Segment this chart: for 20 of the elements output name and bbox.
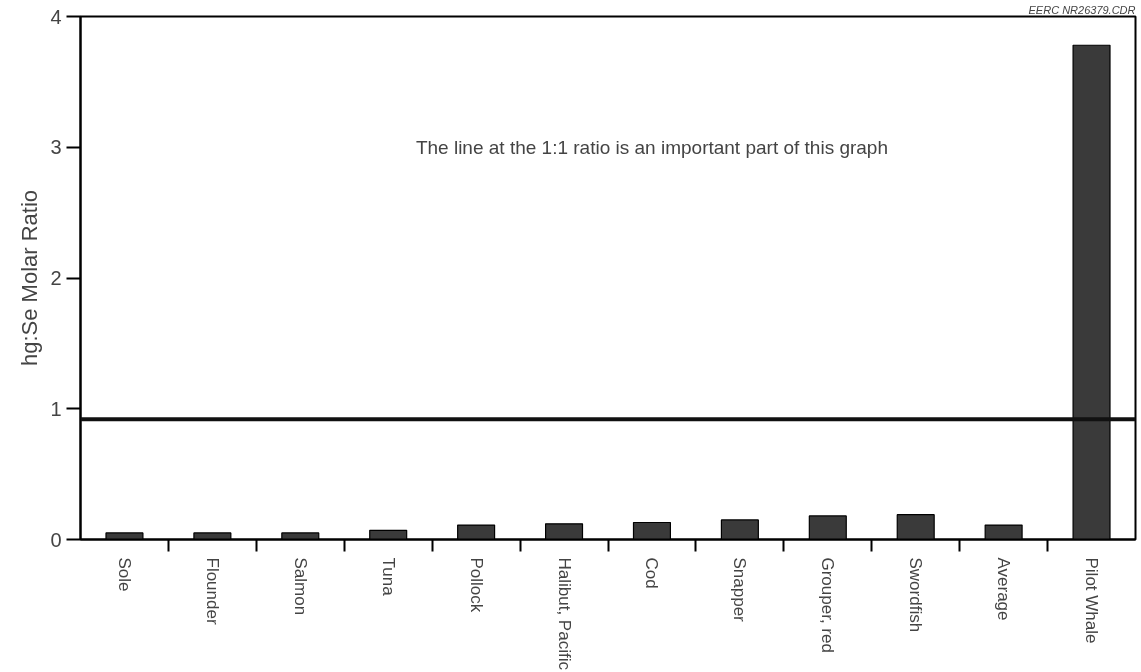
- y-tick-label: 3: [50, 136, 62, 159]
- x-tick-label: Swordfish: [906, 557, 926, 633]
- x-tick-label: Flounder: [202, 557, 222, 625]
- x-tick-label: Salmon: [290, 557, 310, 616]
- x-tick-label: Cod: [642, 557, 662, 589]
- x-tick-label: Tuna: [378, 557, 398, 597]
- y-axis-title: hg:Se Molar Ratio: [17, 189, 43, 367]
- y-tick-label: 4: [50, 5, 62, 28]
- x-tick-label: Pilot Whale: [1082, 557, 1102, 644]
- annotation: The line at the 1:1 ratio is an important part of this graph: [415, 136, 889, 158]
- y-tick-label: 1: [50, 397, 62, 420]
- y-tick-label: 2: [50, 267, 62, 289]
- y-tick-label: 0: [50, 528, 62, 551]
- x-tick-label: Halibut, Pacific: [554, 557, 574, 671]
- x-tick-label: Sole: [114, 557, 134, 592]
- x-tick-label: Pollock: [466, 557, 486, 613]
- x-tick-label: Snapper: [730, 557, 750, 623]
- x-tick-label: Average: [994, 557, 1014, 621]
- text: EERC NR26379.CDR: [1028, 3, 1136, 16]
- x-tick-label: Grouper, red: [818, 557, 838, 653]
